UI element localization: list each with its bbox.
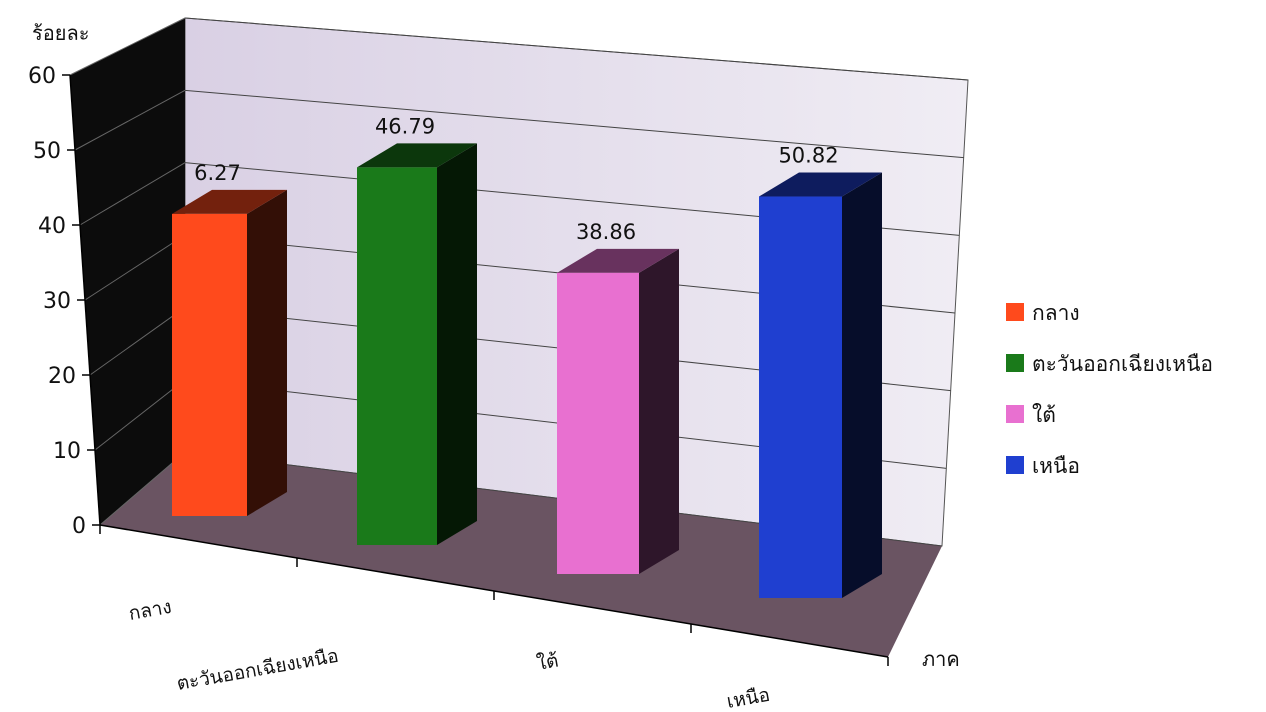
bar-top [759, 172, 882, 197]
gridline [184, 17, 969, 81]
gridline [184, 89, 964, 159]
legend-label: กลาง [1032, 301, 1080, 325]
category-label: ตะวันออกเฉียงเหนือ [175, 645, 340, 695]
value-label: 50.82 [778, 144, 838, 168]
bars [172, 143, 882, 598]
value-label: 38.86 [576, 220, 636, 244]
gridline-side [79, 162, 186, 226]
bar-side [639, 248, 679, 574]
bar-top [172, 189, 287, 214]
bar [357, 167, 437, 545]
y-tick-label: 0 [72, 514, 86, 539]
legend-swatch [1006, 303, 1024, 321]
value-label: 46.79 [375, 114, 435, 138]
value-labels: 6.27 46.79 38.86 50.82 [194, 114, 838, 243]
chart-side-wall [70, 18, 185, 525]
bar-side [247, 189, 287, 516]
bar-top [557, 248, 679, 273]
gridline-side [94, 379, 186, 451]
y-tick-label: 60 [28, 64, 56, 89]
legend-label: ตะวันออกเฉียงเหนือ [1032, 352, 1213, 376]
legend-swatch [1006, 354, 1024, 372]
category-label: กลาง [127, 596, 173, 625]
bar [557, 272, 639, 574]
y-tick-label: 20 [48, 364, 76, 389]
y-tick-label: 50 [33, 139, 61, 164]
bar [759, 196, 842, 598]
gridline-side [74, 89, 186, 151]
bar-side [437, 143, 477, 545]
y-tick-label: 30 [43, 289, 71, 314]
gridline-side [84, 234, 186, 301]
x-axis-title: ภาค [922, 647, 960, 671]
gridline-side [99, 451, 186, 526]
legend-label: เหนือ [1032, 454, 1080, 478]
y-tick-label: 40 [38, 214, 66, 239]
category-label: เหนือ [725, 684, 772, 712]
y-axis-title: ร้อยละ [32, 21, 89, 45]
bar-top [357, 143, 477, 168]
y-tick-label: 10 [53, 439, 81, 464]
legend-swatch [1006, 456, 1024, 474]
legend-swatch [1006, 405, 1024, 423]
bar-side [842, 172, 882, 598]
chart-floor [100, 452, 942, 657]
gridline-side [69, 17, 186, 76]
bar [172, 213, 247, 516]
gridline-side [89, 306, 186, 376]
value-label: 6.27 [194, 161, 241, 185]
y-axis: 0 10 20 30 40 50 60 [28, 64, 889, 666]
category-label: ใต้ [535, 650, 560, 675]
legend-label: ใต้ [1032, 403, 1056, 427]
y-axis-line [69, 74, 101, 526]
